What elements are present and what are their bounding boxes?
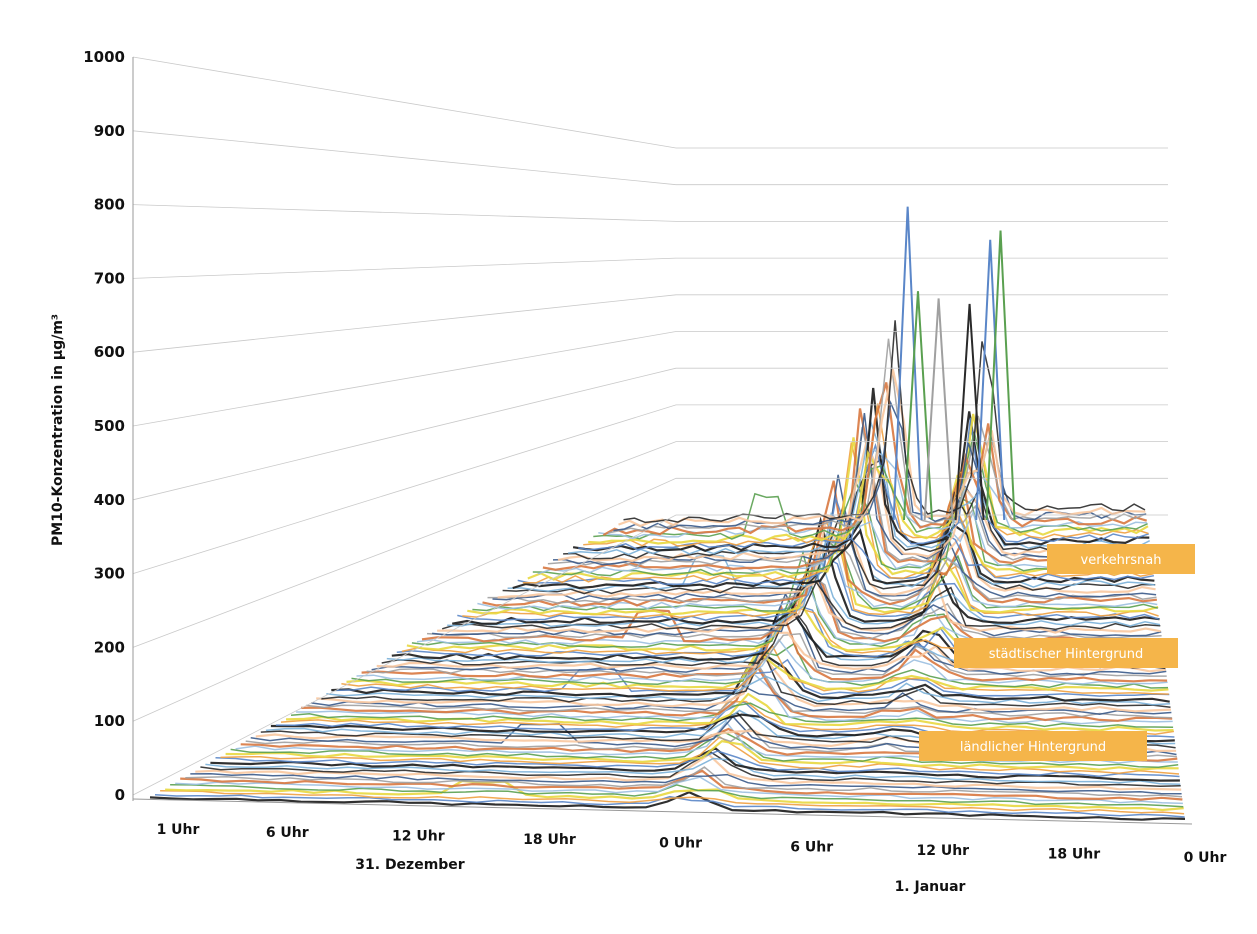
station-line [457,554,1160,622]
station-line [502,503,1156,595]
axes: 0 100 200 300 400 500 600 700 800 900 1000 1 Uhr 6 U… [83,48,1226,866]
series-lines [892,206,1016,521]
y-tick-label: 800 [94,196,125,214]
x-tick-label: 1 Uhr [157,822,200,838]
day-label-dec31: 31. Dezember [355,857,465,873]
station-line [180,769,1183,801]
x-axis-line [132,798,1193,825]
x-tick-label: 12 Uhr [916,843,969,859]
station-line [185,766,1183,798]
y-tick-label: 100 [94,712,125,730]
region-label-rural-text: ländlicher Hintergrund [960,740,1106,755]
region-label-rural: ländlicher Hintergrund [919,731,1147,761]
station-line [602,382,1148,537]
station-line [341,644,1169,695]
grid-line [132,477,1168,722]
x-tick-label: 0 Uhr [659,836,702,852]
x-tick-label: 6 Uhr [266,825,309,841]
station-line [301,660,1173,722]
y-tick-label: 500 [94,417,125,435]
region-label-urban: städtischer Hintergrund [954,638,1178,668]
station-line [235,720,1178,764]
grid-line [132,204,1168,222]
station-line [437,570,1161,634]
region-label-urban-text: städtischer Hintergrund [989,647,1144,662]
grid-line [132,294,1168,353]
grid-lines [132,56,1168,796]
station-line [160,790,1185,815]
grid-line [132,441,1168,648]
station-line [200,751,1181,787]
station-line [441,580,1161,631]
station-line [346,649,1169,692]
station-line [316,651,1172,713]
grid-line [132,367,1168,501]
station-line [225,740,1179,771]
y-tick-label: 0 [115,786,125,804]
peak-line [975,239,1006,521]
station-line [170,784,1184,808]
x-tick-label: 0 Uhr [1184,850,1227,866]
station-line [290,702,1174,729]
station-line [572,387,1150,552]
y-tick-label: 400 [94,491,125,509]
peak-line [902,291,933,521]
station-line [588,413,1149,545]
grid-line [132,331,1168,427]
station-line [517,495,1155,585]
region-label-urban-box [954,638,1178,668]
station-line [447,548,1161,628]
x-tick-label: 18 Uhr [1048,846,1101,862]
region-label-rural-box [919,731,1147,761]
peak-line [892,206,923,521]
station-line [366,633,1167,678]
station-line [154,794,1185,818]
y-tick-label: 600 [94,343,125,361]
grid-line [132,130,1168,186]
peak-line [985,230,1016,521]
grid-line [132,257,1168,279]
station-line [321,650,1171,709]
region-label-traffic: verkehrsnah [1047,544,1195,574]
y-tick-label: 300 [94,565,125,583]
station-line [512,523,1155,590]
y-tick-label: 1000 [83,48,125,66]
station-line [285,692,1174,732]
station-line [205,757,1181,785]
x-tick-label: 18 Uhr [523,832,576,848]
station-line [190,773,1182,795]
station-line [326,675,1171,706]
station-line [175,776,1183,805]
day-label-jan1: 1. Januar [895,879,966,895]
y-axis-title: PM10-Konzentration in µg/m³ [50,314,66,546]
x-tick-label: 6 Uhr [790,839,833,855]
region-label-traffic-text: verkehrsnah [1081,553,1162,568]
station-line [195,753,1182,791]
peak-line [923,298,954,521]
y-tick-label: 900 [94,122,125,140]
y-tick-label: 200 [94,638,125,656]
y-tick-label: 700 [94,269,125,287]
region-label-traffic-box [1047,544,1195,574]
station-line [230,731,1179,769]
grid-line [132,56,1168,149]
station-line [623,320,1146,524]
station-line [149,790,1186,821]
station-line [452,516,1160,625]
x-tick-label: 12 Uhr [392,829,445,845]
grid-line [132,404,1168,574]
station-line [618,369,1146,528]
